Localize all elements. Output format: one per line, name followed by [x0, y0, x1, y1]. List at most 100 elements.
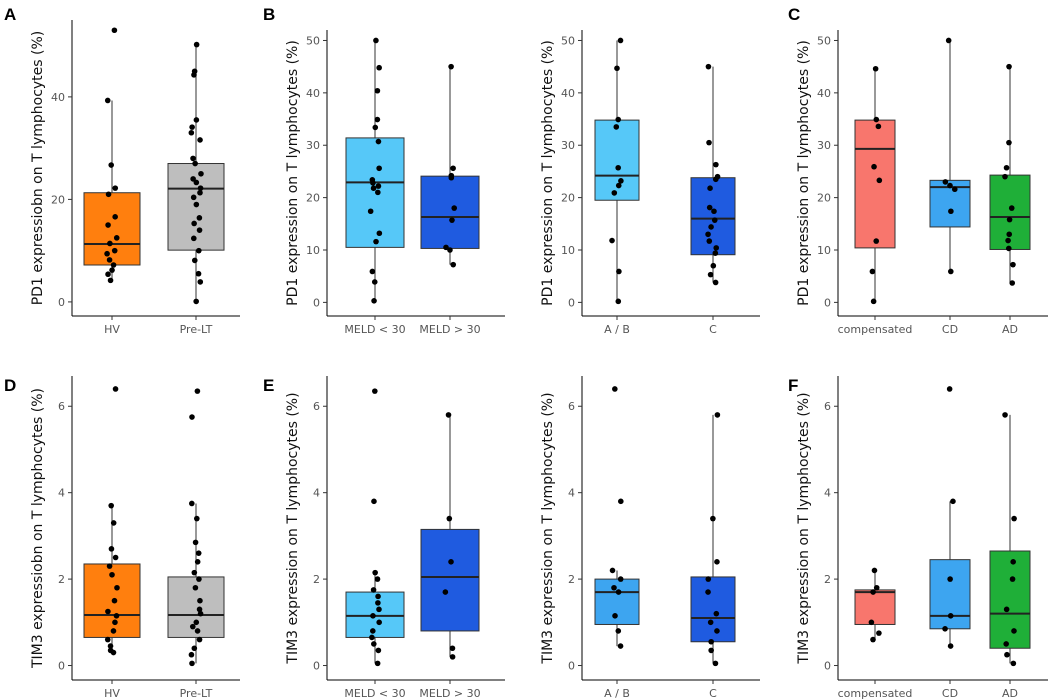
data-point — [869, 268, 876, 275]
box-hv — [83, 386, 141, 656]
data-point — [947, 182, 953, 189]
y-axis-label: PD1 expression on T lymphocytes (%) — [540, 40, 556, 306]
data-point — [951, 186, 958, 193]
x-tick-label: C — [709, 687, 717, 700]
data-point — [197, 137, 203, 143]
data-point — [947, 643, 954, 649]
data-point — [192, 160, 198, 167]
box-pre-lt — [167, 41, 225, 305]
data-point — [617, 576, 624, 582]
y-tick-label: 2 — [58, 573, 65, 586]
data-point — [1003, 164, 1010, 171]
data-point — [375, 183, 382, 189]
x-tick-label: Pre-LT — [180, 323, 213, 336]
data-point — [108, 502, 114, 509]
data-point — [197, 610, 204, 617]
y-tick-label: 0 — [313, 660, 320, 673]
panel-letter: B — [263, 5, 275, 24]
data-point — [372, 569, 378, 576]
x-tick-label: A / B — [604, 687, 630, 700]
data-point — [1002, 173, 1008, 180]
data-point — [1003, 606, 1010, 613]
data-point — [375, 593, 381, 600]
data-point — [1011, 515, 1017, 522]
data-point — [112, 554, 119, 561]
y-tick-label: 10 — [306, 244, 320, 257]
y-tick-label: 50 — [306, 34, 320, 47]
data-point — [109, 571, 115, 578]
data-point — [1003, 641, 1009, 647]
panel-E1-tim3-meld: E TIM3 expression on T lymphocytes (%) 0 2 4… — [263, 376, 505, 700]
data-point — [107, 240, 113, 247]
data-point — [197, 185, 204, 191]
data-point — [105, 191, 112, 198]
data-point — [189, 500, 195, 507]
data-point — [370, 180, 376, 186]
y-tick-label: 2 — [313, 573, 320, 586]
data-point — [196, 606, 203, 613]
y-tick-label: 0 — [824, 660, 831, 673]
panel-D-tim3-hv-prelt: D TIM3 expressiobn on T lymphocytes (%) 0 2… — [4, 376, 240, 700]
data-point — [946, 386, 953, 392]
panel-letter: F — [788, 376, 798, 395]
data-point — [618, 178, 624, 184]
data-point — [450, 261, 457, 268]
data-point — [611, 190, 618, 196]
data-point — [194, 388, 201, 394]
data-point — [614, 65, 620, 72]
y-axis-label: PD1 expressiobn on T lymphocytes (%) — [30, 31, 46, 306]
y-tick-label: 0 — [313, 296, 320, 309]
data-point — [615, 116, 622, 123]
data-point — [376, 165, 382, 172]
data-point — [189, 660, 195, 667]
data-point — [714, 559, 720, 565]
data-point — [870, 589, 876, 595]
data-point — [192, 584, 199, 591]
iqr-box — [989, 550, 1031, 649]
data-point — [451, 205, 458, 211]
box-a-b — [594, 37, 640, 305]
box-pre-lt — [167, 388, 225, 667]
y-tick-label: 40 — [306, 87, 320, 100]
data-point — [615, 628, 622, 634]
data-point — [375, 189, 381, 196]
data-point — [189, 623, 196, 630]
data-point — [375, 138, 382, 145]
box-compensated — [854, 567, 896, 643]
data-point — [1008, 205, 1015, 211]
y-tick-label: 0 — [58, 660, 65, 673]
x-tick-label: CD — [942, 687, 958, 700]
data-point — [106, 257, 113, 263]
data-point — [711, 217, 718, 223]
data-point — [375, 600, 381, 606]
data-point — [195, 270, 202, 277]
y-tick-label: 0 — [568, 296, 575, 309]
data-point — [370, 613, 376, 619]
data-point — [616, 268, 622, 275]
box-cd — [929, 37, 971, 275]
x-tick-label: A / B — [604, 323, 630, 336]
data-point — [106, 563, 113, 569]
y-tick-label: 30 — [817, 139, 831, 152]
y-tick-label: 40 — [561, 87, 575, 100]
data-point — [376, 619, 382, 626]
data-point — [108, 162, 114, 168]
box-c — [690, 412, 736, 667]
data-point — [948, 208, 954, 215]
data-point — [615, 182, 622, 189]
data-point — [193, 179, 200, 186]
data-point — [188, 651, 195, 658]
data-point — [191, 257, 198, 264]
box-meld-30 — [345, 388, 405, 667]
data-point — [197, 279, 204, 285]
data-point — [712, 250, 719, 256]
data-point — [947, 613, 954, 619]
data-point — [190, 235, 197, 242]
data-point — [376, 64, 382, 71]
data-point — [449, 654, 456, 660]
data-point — [609, 237, 615, 244]
data-point — [369, 634, 375, 641]
data-point — [110, 649, 117, 656]
y-tick-label: 10 — [561, 244, 575, 257]
box-a-b — [594, 386, 640, 649]
